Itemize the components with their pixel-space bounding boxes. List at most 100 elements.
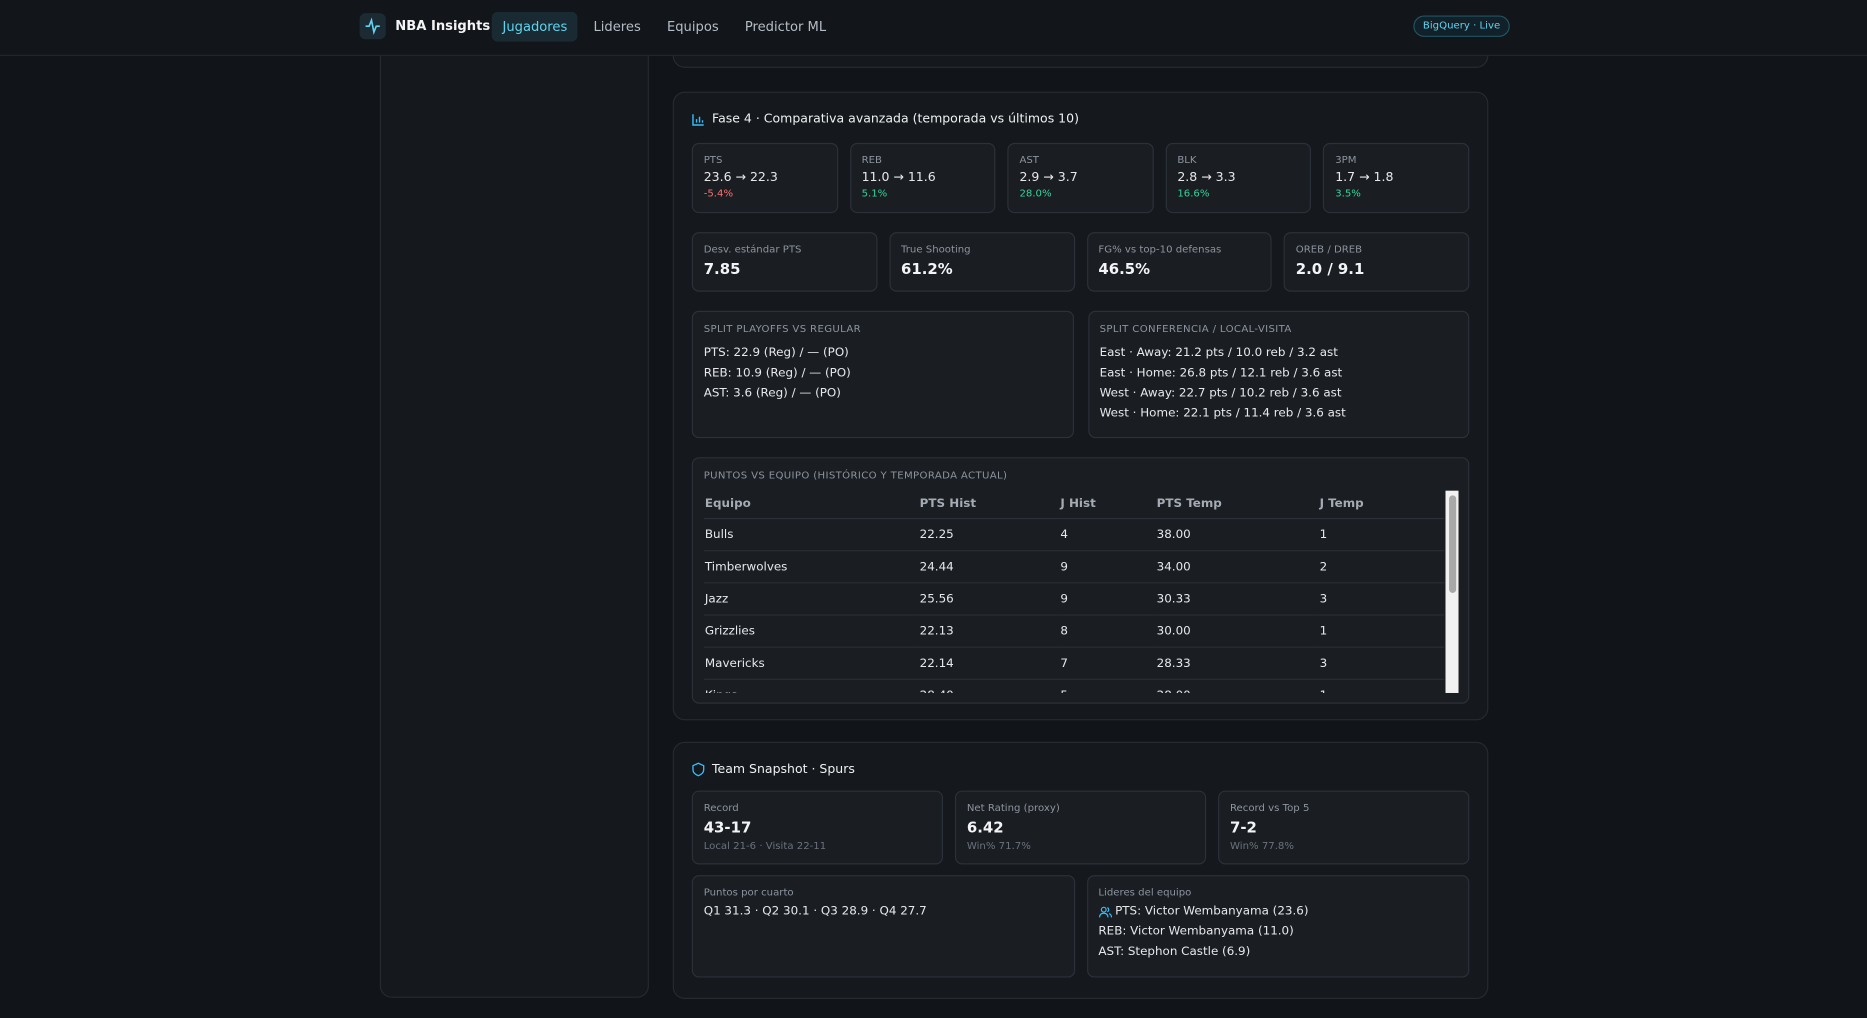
table-cell: Bulls [703,518,919,552]
split-title: SPLIT CONFERENCIA / LOCAL-VISITA [1099,323,1292,336]
team-stat-card: Record vs Top 5 7-2 Win% 77.8% [1218,790,1470,865]
table-cell: 22.14 [918,647,1060,680]
delta-card: BLK 2.8 → 3.3 16.6% [1165,142,1312,214]
metric-card: Desv. estándar PTS 7.85 [691,232,878,292]
column-header[interactable]: PTS Temp [1155,490,1319,520]
stat-sub: Local 21-6 · Visita 22-11 [703,840,827,853]
table-cell: 28.40 [918,679,1060,693]
metric-value: 46.5% [1098,259,1151,278]
leader-line: REB: Victor Wembanyama (11.0) [1098,925,1457,938]
brand-icon [359,13,386,40]
table-row: Grizzlies 22.13 8 30.00 1 [703,614,1445,648]
card-title: Fase 4 · Comparativa avanzada (temporada… [712,111,1079,127]
leader-line: PTS: Victor Wembanyama (23.6) [1098,905,1457,918]
column-header[interactable]: J Hist [1059,490,1156,520]
table-cell: 3 [1318,647,1445,680]
stat-label: Net Rating (proxy) [966,802,1060,815]
table-scroll[interactable]: Equipo PTS Hist J Hist PTS Temp J Temp Bulls 2… [703,490,1459,693]
delta-card: REB 11.0 → 11.6 5.1% [849,142,996,214]
delta-card: 3PM 1.7 → 1.8 3.5% [1323,142,1470,214]
delta-value: 2.9 → 3.7 [1019,170,1078,185]
brand[interactable]: NBA Insights [395,17,491,34]
table-cell: 9 [1059,550,1156,584]
table-cell: 24.44 [918,550,1060,584]
team-stat-card: Net Rating (proxy) 6.42 Win% 71.7% [954,790,1207,865]
nav-link[interactable]: Lideres [593,19,641,35]
stat-value: 43-17 [703,818,752,836]
metric-card: FG% vs top-10 defensas 46.5% [1086,232,1272,292]
delta-label: PTS [703,154,723,167]
delta-label: BLK [1177,154,1197,167]
stat-sub: Win% 77.8% [1229,840,1294,853]
table-cell: 8 [1059,614,1156,648]
column-header[interactable]: PTS Hist [918,490,1060,520]
table-row: Kings28.40528.001 [703,679,1445,693]
stat-value: 7-2 [1229,818,1257,836]
nav-links: Jugadores Lideres Equipos Predictor ML [491,11,837,42]
split-title: SPLIT PLAYOFFS VS REGULAR [703,323,862,336]
scrollbar[interactable] [1445,490,1459,693]
table-cell: Jazz [703,582,919,616]
split-panel: SPLIT PLAYOFFS VS REGULAR PTS: 22.9 (Reg)… [691,310,1074,439]
team-detail-row: Puntos por cuarto Q1 31.3 · Q2 30.1 · Q3… [691,875,1470,978]
shield-icon [692,762,705,777]
split-line: East · Away: 21.2 pts / 10.0 reb / 3.2 a… [1099,346,1338,360]
people-icon [1098,906,1112,917]
nav-link[interactable]: Equipos [666,19,719,35]
navbar: NBA Insights Jugadores Lideres Equipos Pred… [0,0,1867,56]
card-title: Team Snapshot · Spurs [712,762,855,777]
table-cell: Grizzlies [703,614,919,648]
split-line: West · Away: 22.7 pts / 10.2 reb / 3.6 a… [1099,386,1342,401]
quarters-panel: Puntos por cuarto Q1 31.3 · Q2 30.1 · Q3… [691,875,1075,978]
table-row: Bulls 22.25 4 38.00 1 [703,518,1445,552]
delta-value: 1.7 → 1.8 [1335,170,1394,185]
nav-link[interactable]: Predictor ML [744,19,827,35]
card-header: Fase 4 · Comparativa avanzada (temporada… [692,111,1470,128]
status-badge: BigQuery · Live [1413,15,1510,37]
split-line: East · Home: 26.8 pts / 12.1 reb / 3.6 a… [1099,366,1343,380]
table-cell: 30.00 [1155,614,1319,648]
leader-text: PTS: Victor Wembanyama (23.6) [1115,904,1309,919]
delta-row: PTS 23.6 → 22.3 -5.4% REB 11.0 → 11.6 5.1% AST… [691,142,1470,214]
leader-text: REB: Victor Wembanyama (11.0) [1098,925,1294,939]
team-stat-row: Record 43-17 Local 21-6 · Visita 22-11 Net … [691,790,1470,865]
pulse-icon [365,17,380,36]
table-cell: 5 [1059,679,1156,693]
table-row: Mavericks 22.14 7 28.33 3 [703,647,1445,680]
table-cell: 22.13 [918,614,1060,648]
metric-value: 61.2% [901,259,953,278]
metric-value: 2.0 / 9.1 [1295,259,1365,278]
table-cell: 22.25 [918,518,1060,552]
leader-text: AST: Stephon Castle (6.9) [1098,945,1251,959]
stat-value: 6.42 [966,818,1004,836]
points-table: Equipo PTS Hist J Hist PTS Temp J Temp Bulls 2… [703,490,1445,693]
table-row: Jazz 25.56 9 30.33 3 [703,582,1445,616]
table-cell: 7 [1059,647,1156,680]
table-cell: 4 [1059,518,1156,552]
table-cell: 3 [1318,582,1445,616]
scroll-thumb[interactable] [1449,495,1457,593]
sidebar [379,0,649,998]
panel-label: Lideres del equipo [1098,887,1192,899]
table-cell: 38.00 [1155,518,1319,552]
header-row: Equipo PTS Hist J Hist PTS Temp J Temp [703,490,1445,520]
leaders-panel: Lideres del equipo PTS: Victor Wembanyam… [1086,875,1470,978]
table-cell: 28.00 [1155,679,1319,693]
team-card: Team Snapshot · Spurs Record 43-17 Local 2… [672,741,1489,999]
column-header[interactable]: Equipo [703,490,919,520]
delta-change: 5.1% [861,188,888,201]
metric-card: OREB / DREB 2.0 / 9.1 [1283,232,1470,292]
metric-card: True Shooting 61.2% [889,232,1075,292]
table-panel: PUNTOS VS EQUIPO (HISTÓRICO Y TEMPORADA … [691,457,1470,704]
split-panel: SPLIT CONFERENCIA / LOCAL-VISITA East · A… [1087,310,1470,439]
metric-value: 7.85 [703,259,741,278]
split-line: REB: 10.9 (Reg) / — (PO) [703,366,851,380]
delta-label: AST [1019,154,1039,167]
column-header[interactable]: J Temp [1318,490,1445,520]
nav-link[interactable]: Jugadores [491,11,579,42]
table-cell: 9 [1059,582,1156,616]
stat-label: Record [703,802,739,815]
table-cell: 28.33 [1155,647,1319,680]
